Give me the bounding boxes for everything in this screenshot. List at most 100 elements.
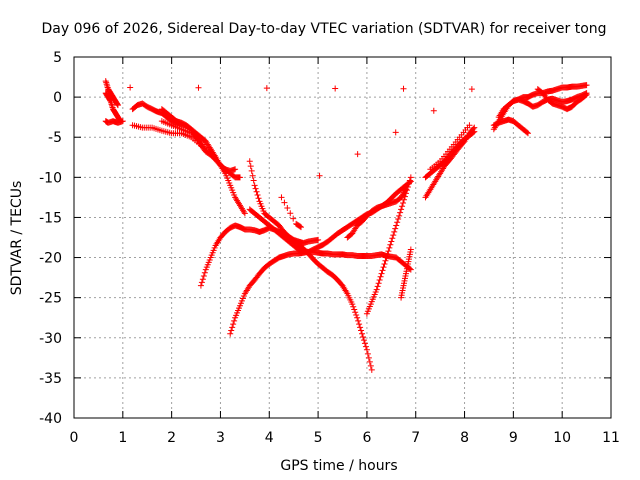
y-axis-label: SDTVAR / TECUs: [9, 181, 25, 296]
data-point: [376, 277, 383, 284]
data-point: [388, 238, 395, 245]
y-tick-label: -35: [39, 371, 62, 387]
data-point: [246, 158, 253, 165]
data-point: [379, 267, 386, 274]
data-point: [395, 216, 402, 223]
data-point: [386, 244, 393, 251]
data-point: [385, 248, 392, 255]
y-tick-label: -30: [39, 331, 62, 347]
data-point: [387, 241, 394, 248]
x-tick-label: 1: [118, 430, 127, 446]
data-point: [229, 324, 236, 331]
series-s2: [102, 90, 124, 125]
data-point: [250, 177, 257, 184]
data-point: [127, 84, 134, 91]
data-point: [468, 86, 475, 93]
data-point: [114, 102, 121, 109]
data-point: [405, 180, 412, 187]
data-point: [232, 166, 239, 173]
y-tick-label: 0: [53, 90, 62, 106]
series-outliers: [127, 84, 475, 231]
data-point: [199, 276, 206, 283]
x-axis-label: GPS time / hours: [280, 458, 397, 474]
data-point: [381, 260, 388, 267]
data-point: [249, 172, 256, 179]
data-point: [361, 340, 368, 347]
x-tick-label: 2: [167, 430, 176, 446]
series-s3: [102, 118, 126, 126]
data-point: [404, 183, 411, 190]
data-point: [378, 270, 385, 277]
data-point: [383, 254, 390, 261]
data-point: [253, 188, 260, 195]
data-point: [401, 196, 408, 203]
series-s12: [344, 186, 409, 241]
data-point: [195, 84, 202, 91]
data-point: [401, 193, 408, 200]
data-point: [391, 228, 398, 235]
data-point: [377, 273, 384, 280]
data-point: [382, 257, 389, 264]
data-point: [251, 182, 258, 189]
data-point: [400, 85, 407, 92]
data-point: [392, 129, 399, 136]
data-point: [354, 151, 361, 158]
data-point: [278, 194, 285, 201]
data-point: [374, 283, 381, 290]
data-point: [252, 185, 259, 192]
data-point: [281, 199, 288, 206]
data-point: [368, 366, 375, 373]
data-point: [394, 219, 401, 226]
data-point: [403, 187, 410, 194]
x-tick-label: 3: [216, 430, 225, 446]
data-point: [407, 246, 414, 253]
data-point: [524, 129, 531, 136]
data-point: [406, 177, 413, 184]
data-point: [466, 122, 473, 129]
data-point: [248, 167, 255, 174]
y-tick-label: -25: [39, 291, 62, 307]
data-point: [360, 337, 367, 344]
data-point: [360, 333, 367, 340]
data-point: [352, 309, 359, 316]
data-point: [373, 286, 380, 293]
series-s10: [246, 158, 375, 373]
x-tick-label: 8: [460, 430, 469, 446]
data-point: [407, 174, 414, 181]
series-s8: [197, 222, 414, 289]
data-point: [525, 130, 532, 137]
data-point: [389, 235, 396, 242]
plot-frame: [73, 56, 612, 419]
data-point: [398, 206, 405, 213]
data-point: [430, 107, 437, 114]
data-point: [399, 203, 406, 210]
data-point: [358, 327, 365, 334]
data-point: [384, 251, 391, 258]
series-s13: [363, 174, 414, 317]
data-point: [236, 174, 243, 181]
data-point: [350, 303, 357, 310]
series-s7: [158, 118, 219, 161]
data-point: [353, 311, 360, 318]
data-point: [396, 212, 403, 219]
data-point: [254, 191, 261, 198]
data-point: [263, 85, 270, 92]
data-point: [247, 163, 254, 170]
y-tick-label: -15: [39, 210, 62, 226]
data-point: [332, 85, 339, 92]
data-point: [255, 195, 262, 202]
data-point: [367, 362, 374, 369]
data-point: [200, 273, 207, 280]
data-point: [297, 223, 304, 230]
x-tick-label: 7: [411, 430, 420, 446]
data-point: [402, 190, 409, 197]
data-point: [365, 354, 372, 361]
data-point: [407, 266, 414, 273]
data-point: [400, 200, 407, 207]
x-tick-label: 9: [509, 430, 518, 446]
x-tick-label: 6: [362, 430, 371, 446]
data-point: [316, 172, 323, 179]
data-point: [375, 280, 382, 287]
data-point: [212, 154, 219, 161]
